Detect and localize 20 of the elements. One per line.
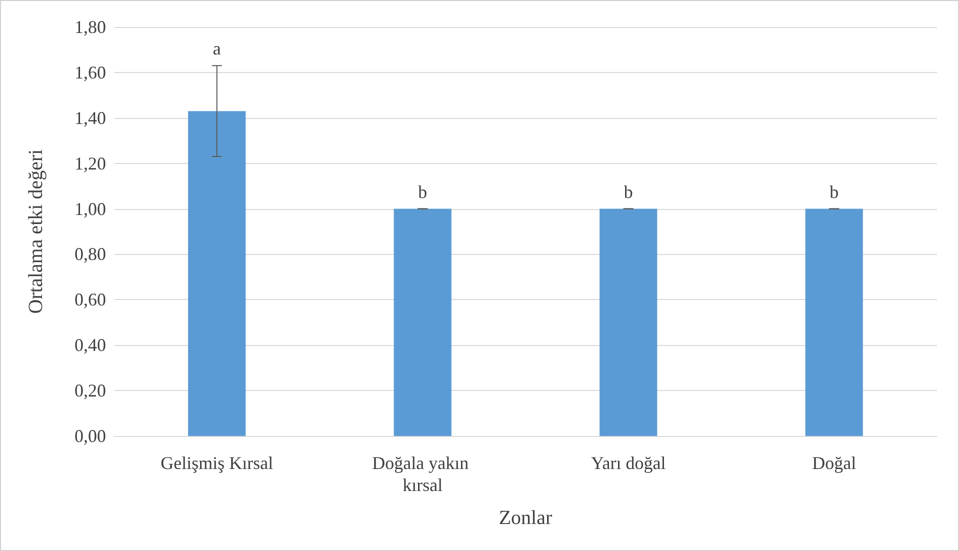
y-tick-label: 0,60 [74,290,106,310]
annotation: b [418,182,428,202]
annotation: b [830,182,839,202]
y-tick-label: 1,00 [74,198,106,219]
x-axis-title: Zonlar [498,507,552,529]
x-tick-label: Yarı doğal [591,453,666,473]
y-tick-label: 0,00 [74,426,106,446]
y-tick-label: 1,60 [74,62,106,82]
annotation: a [212,38,221,59]
x-tick-label: Gelişmiş Kırsal [160,453,274,473]
y-tick-label: 1,20 [74,153,106,174]
y-tick-label: 0,20 [74,380,106,401]
x-tick-label: Doğala yakın kırsal [372,453,474,495]
y-axis-title: Ortalama etki değeri [25,148,47,314]
annotation: b [624,182,633,202]
y-tick-label: 1,40 [74,108,106,128]
x-tick-label: Doğal [812,453,856,473]
y-tick-label: 0,80 [74,244,106,264]
y-tick-label: 0,40 [74,335,106,356]
y-tick-label: 1,80 [74,17,106,37]
